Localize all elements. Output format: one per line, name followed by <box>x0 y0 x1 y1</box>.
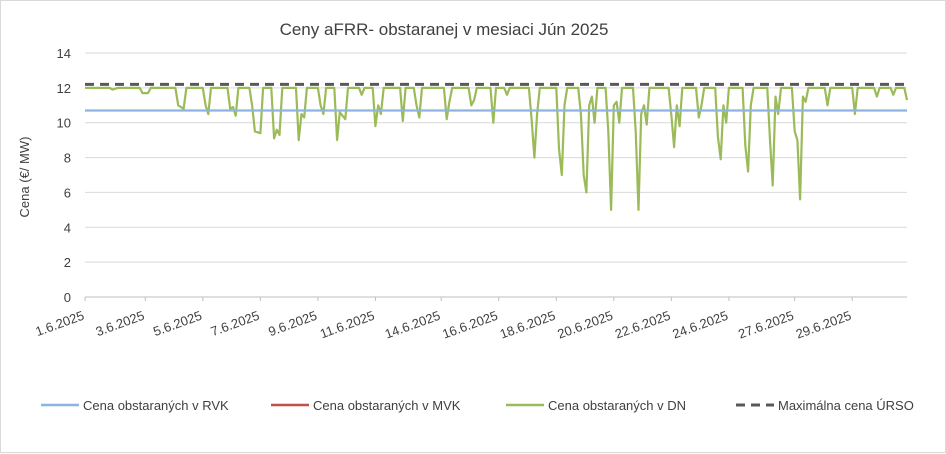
legend: Cena obstaraných v RVK Cena obstaraných v… <box>41 398 914 413</box>
x-tick-label-4: 9.6.2025 <box>266 308 319 339</box>
x-tick-label-10: 22.6.2025 <box>613 308 672 342</box>
legend-label-1: Cena obstaraných v MVK <box>313 398 461 413</box>
x-tick-label-11: 24.6.2025 <box>670 308 729 342</box>
legend-label-3: Maximálna cena ÚRSO <box>778 398 914 413</box>
y-tick-label-5: 10 <box>57 116 71 131</box>
x-tick-label-1: 3.6.2025 <box>94 308 147 339</box>
y-tick-label-6: 12 <box>57 81 71 96</box>
series-line-2 <box>85 86 909 211</box>
x-tick-label-7: 16.6.2025 <box>440 308 499 342</box>
y-tick-label-1: 2 <box>64 255 71 270</box>
y-tick-label-7: 14 <box>57 46 71 61</box>
y-tick-label-0: 0 <box>64 290 71 305</box>
x-tick-label-12: 27.6.2025 <box>736 308 795 342</box>
x-tick-label-2: 5.6.2025 <box>151 308 204 339</box>
x-tick-label-5: 11.6.2025 <box>318 308 377 342</box>
chart-title: Ceny aFRR- obstaranej v mesiaci Jún 2025 <box>280 20 609 39</box>
axes: 0 2 4 6 8 10 12 14 1.6.2025 3.6.2025 5.6.2025 7.6.2… <box>33 46 907 342</box>
series-lines <box>85 82 909 211</box>
y-axis-label: Cena (€/ MW) <box>17 137 32 218</box>
x-tick-label-9: 20.6.2025 <box>555 308 614 342</box>
x-tick-label-13: 29.6.2025 <box>794 308 853 342</box>
x-tick-label-0: 1.6.2025 <box>33 308 86 339</box>
x-tick-label-8: 18.6.2025 <box>498 308 557 342</box>
x-tick-label-3: 7.6.2025 <box>209 308 262 339</box>
y-tick-label-4: 8 <box>64 151 71 166</box>
x-tick-label-6: 14.6.2025 <box>383 308 442 342</box>
y-tick-label-3: 6 <box>64 185 71 200</box>
legend-label-0: Cena obstaraných v RVK <box>83 398 229 413</box>
legend-label-2: Cena obstaraných v DN <box>548 398 686 413</box>
y-tick-label-2: 4 <box>64 220 71 235</box>
